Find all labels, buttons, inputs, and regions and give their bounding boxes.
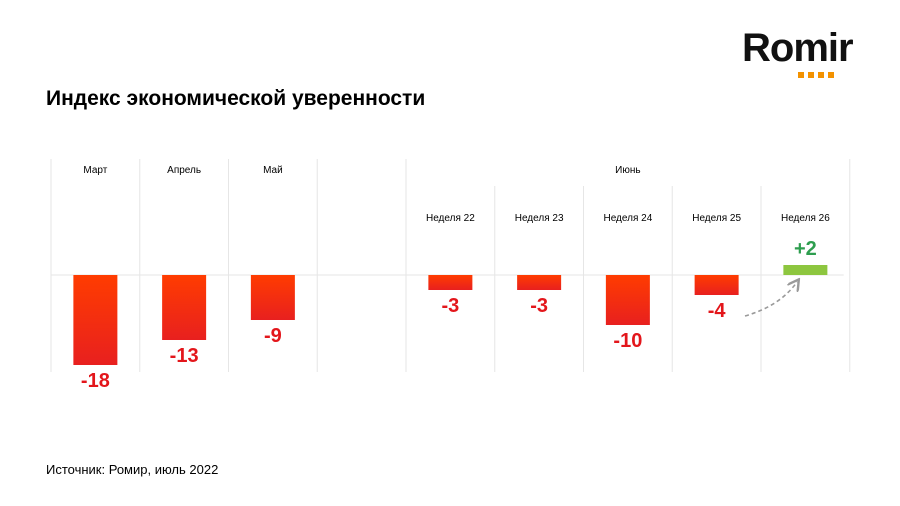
category-label: Неделя 26 xyxy=(781,213,830,224)
chart-title: Индекс экономической уверенности xyxy=(46,87,426,110)
value-label: -13 xyxy=(170,345,199,367)
bar xyxy=(694,275,739,295)
grid-lines xyxy=(50,159,851,372)
category-label: Март xyxy=(83,165,107,176)
category-label: Неделя 22 xyxy=(426,213,475,224)
value-label: -4 xyxy=(708,300,727,322)
romir-logo: Romir xyxy=(742,26,854,70)
bar xyxy=(250,275,295,320)
trend-arrow xyxy=(744,282,797,317)
bar xyxy=(605,275,650,325)
labels: Июнь Март -18 Апрель -13 Май -9 Неделя 22 -3 Неде… xyxy=(81,165,830,392)
value-label: -18 xyxy=(81,370,110,392)
value-label: -10 xyxy=(613,330,642,352)
source-note: Источник: Ромир, июль 2022 xyxy=(46,462,219,477)
logo-dot xyxy=(808,72,814,78)
logo-dot xyxy=(818,72,824,78)
bar xyxy=(73,275,118,365)
category-label: Неделя 24 xyxy=(603,213,652,224)
value-label: -9 xyxy=(264,325,282,347)
bar xyxy=(162,275,207,340)
logo-dot xyxy=(798,72,804,78)
value-label: -3 xyxy=(530,295,548,317)
bar xyxy=(517,275,562,290)
group-label-june: Июнь xyxy=(615,165,640,176)
category-label: Апрель xyxy=(167,165,201,176)
category-label: Неделя 23 xyxy=(515,213,564,224)
category-label: Май xyxy=(263,165,283,176)
bar xyxy=(428,275,473,290)
bar xyxy=(783,265,828,275)
value-label: -3 xyxy=(441,295,459,317)
value-label: +2 xyxy=(794,238,817,260)
bars xyxy=(73,265,828,365)
logo-dot xyxy=(828,72,834,78)
logo-dots xyxy=(798,72,838,78)
category-label: Неделя 25 xyxy=(692,213,741,224)
